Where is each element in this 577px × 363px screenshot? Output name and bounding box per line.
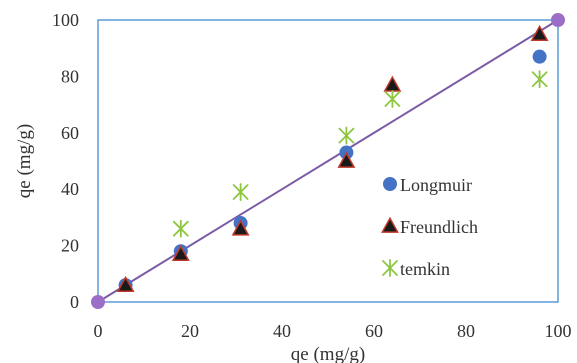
y-tick-label-4: 80 bbox=[61, 66, 79, 86]
series-freundlich bbox=[116, 24, 549, 292]
x-tick-label-1: 20 bbox=[181, 321, 199, 341]
legend-marker-freundlich bbox=[381, 216, 399, 233]
reference-line bbox=[97, 19, 559, 303]
x-tick-label-4: 80 bbox=[457, 321, 475, 341]
temkin-point-4 bbox=[531, 70, 548, 89]
reference-line-start-point bbox=[91, 295, 105, 309]
y-tick-label-2: 40 bbox=[61, 179, 79, 199]
freundlich-point-0 bbox=[116, 275, 135, 292]
freundlich-point-5 bbox=[530, 24, 549, 42]
x-tick-label-3: 60 bbox=[365, 321, 383, 341]
y-axis-ticks: 0 20 40 60 80 100 bbox=[52, 10, 79, 312]
legend-label-freundlich: Freundlich bbox=[400, 217, 478, 237]
freundlich-point-1 bbox=[171, 244, 190, 261]
temkin-point-3 bbox=[384, 90, 401, 108]
y-tick-label-5: 100 bbox=[52, 10, 79, 30]
x-tick-label-5: 100 bbox=[545, 321, 572, 341]
y-axis-title: qe (mg/g) bbox=[14, 124, 35, 198]
y-tick-label-1: 20 bbox=[61, 236, 79, 256]
x-axis-ticks: 0 20 40 60 80 100 bbox=[94, 321, 572, 341]
legend: Longmuir Freundlich temkin bbox=[381, 175, 478, 279]
legend-marker-temkin bbox=[382, 259, 398, 277]
temkin-point-2 bbox=[338, 126, 355, 145]
legend-marker-longmuir bbox=[383, 177, 397, 191]
data-points bbox=[116, 24, 549, 293]
temkin-point-1 bbox=[232, 183, 249, 201]
legend-label-temkin: temkin bbox=[400, 259, 450, 279]
x-tick-label-0: 0 bbox=[94, 321, 103, 341]
y-tick-label-3: 60 bbox=[61, 123, 79, 143]
legend-label-longmuir: Longmuir bbox=[400, 175, 472, 195]
longmuir-point-4 bbox=[532, 49, 547, 64]
x-tick-label-2: 40 bbox=[273, 321, 291, 341]
freundlich-point-3 bbox=[337, 151, 356, 168]
freundlich-point-2 bbox=[231, 219, 250, 236]
reference-line-end-point bbox=[551, 13, 565, 27]
temkin-point-0 bbox=[172, 219, 189, 238]
x-axis-title: qe (mg/g) bbox=[291, 344, 365, 363]
y-tick-label-0: 0 bbox=[70, 292, 79, 312]
series-temkin bbox=[172, 70, 548, 238]
